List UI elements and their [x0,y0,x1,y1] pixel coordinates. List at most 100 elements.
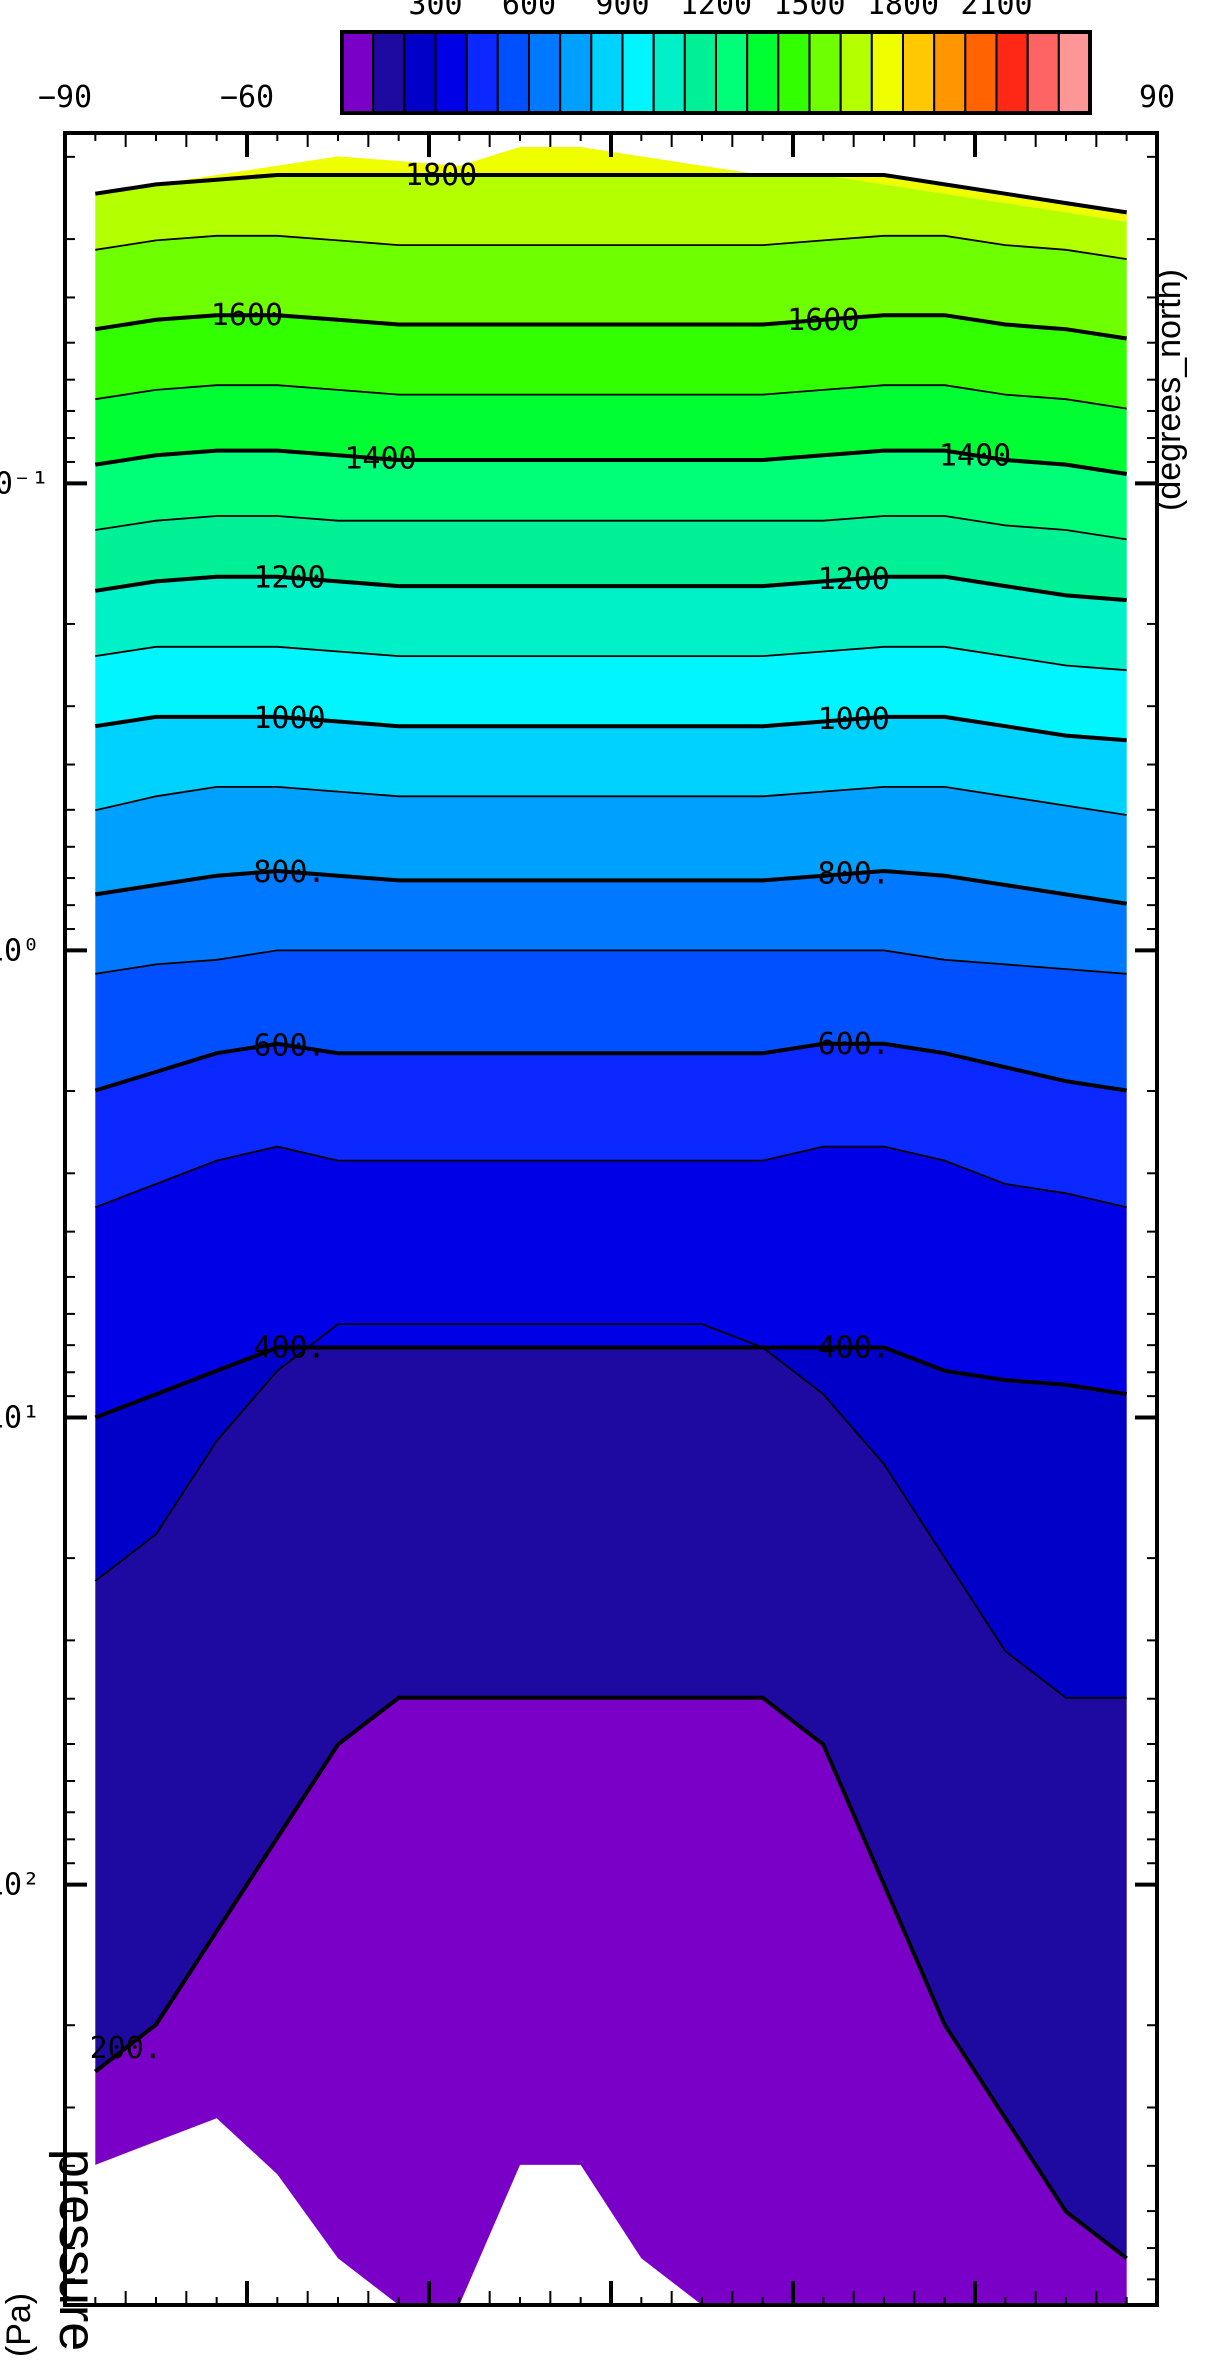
colorbar-swatch [933,31,967,114]
colorbar-swatch [1057,31,1091,114]
contour-label: 1600 [211,298,283,333]
contour-label-text: 600. [818,1027,890,1062]
pressure-tick-label: 10¹ [0,1401,40,1436]
contour-line [95,234,1127,260]
colorbar-swatch [808,31,842,114]
contour-label-text: 800. [818,856,890,891]
colorbar-swatch [870,31,904,114]
filled-band [95,950,1127,1091]
contour-line [95,786,1127,816]
contour-label-text: 1000 [818,702,890,737]
colorbar-swatch [715,31,749,114]
colorbar-tick-label: 1200 [680,0,752,22]
contour-line [95,645,1127,672]
contour-line [94,1041,1128,1093]
filled-band [95,1324,1127,2259]
colorbar: 300 600 900 1200 1500 1800 2100 [340,0,1092,115]
filled-band [95,147,1127,222]
filled-band [95,235,1127,339]
filled-band [95,516,1127,601]
contour-line [94,574,1127,603]
filled-band [95,1697,1127,2305]
contour-label-text: 1600 [787,303,859,338]
colorbar-swatch [964,31,998,114]
filled-band [95,175,1127,260]
colorbar-swatch [341,31,375,114]
contour-label-text: 400. [253,1331,325,1366]
contour-label: 400. [253,1331,325,1366]
contour-label-text: 1800 [405,158,477,193]
colorbar-frame [340,30,1092,115]
lat-tick-label: 90 [1139,80,1175,115]
contour-label: 800. [818,856,890,891]
colorbar-swatch [434,31,468,114]
colorbar-tick-label-text: 600 [502,0,556,22]
filled-band [95,1043,1127,1208]
colorbar-tick-label-text: 1800 [867,0,939,22]
lat-tick-label: −90 [38,80,92,115]
lat-tick-label-text: 90 [1139,80,1175,115]
colorbar-swatch [839,31,873,114]
colorbar-tick-label-text: 1500 [773,0,845,22]
lat-tick-label-text: −90 [38,80,92,115]
filled-band [95,385,1127,474]
pressure-tick-label: 10⁰ [0,933,40,968]
pressure-tick-label: 10² [0,1868,40,1903]
colorbar-swatch [403,31,437,114]
contour-line [95,515,1127,541]
contour-label: 1400 [939,438,1011,473]
colorbar-tick-label: 300 [408,0,462,22]
pressure-tick-label-text: 10² [0,1868,40,1903]
contour-label-text: 600. [253,1029,325,1064]
y-axis-label: pressure [48,2149,106,2351]
contour-line [95,384,1127,410]
colorbar-swatch [652,31,686,114]
colorbar-swatch [1026,31,1060,114]
contour-label: 200. [90,2031,162,2066]
contour-label: 600. [818,1027,890,1062]
contour-line [94,1695,1128,2260]
contour-line [94,173,1128,215]
colorbar-swatch [465,31,499,114]
contour-line [94,448,1128,476]
contour-line [94,868,1128,906]
contour-line [94,714,1127,743]
contour-labels: 200. 400. 600. 800. 1000 1200 1400 1600 1800 400.… [90,158,1012,2066]
colorbar-tick-label-text: 300 [408,0,462,22]
contour-line [94,1345,1128,1420]
colorbar-tick-label: 2100 [960,0,1032,22]
colorbar-tick-label: 1800 [867,0,939,22]
colorbar-tick-label-text: 900 [595,0,649,22]
pressure-tick-label-text: 10¹ [0,1401,40,1436]
colorbar-swatch [683,31,717,114]
filled-band [95,1146,1127,1418]
colorbar-tick-label-text: 1200 [680,0,752,22]
lat-tick-label-text: −60 [220,80,274,115]
colorbar-tick-label: 1500 [773,0,845,22]
contour-label-text: 1600 [211,298,283,333]
contour-label: 1400 [344,442,416,477]
contour-label: 1200 [818,562,890,597]
contour-label: 800. [253,855,325,890]
contour-label-text: 1000 [253,701,325,736]
contour-label-text: 400. [818,1331,890,1366]
x-axis-label: (degrees_north) [1150,269,1188,511]
contour-lines [94,173,1128,2260]
contour-label-text: 1200 [253,561,325,596]
pressure-tick-label: 10⁻¹ [0,466,49,501]
colorbar-swatch [590,31,624,114]
contour-label: 400. [818,1331,890,1366]
colorbar-swatch [777,31,811,114]
contour-line [95,949,1127,975]
contour-line [94,1145,1127,1209]
contour-label-text: 1200 [818,562,890,597]
y-axis-units: (Pa) [0,2293,38,2357]
colorbar-swatch [496,31,530,114]
colorbar-swatch [528,31,562,114]
filled-band [95,576,1127,671]
contour-label-text: 1400 [344,442,416,477]
colorbar-swatch [995,31,1029,114]
colorbar-tick-label: 900 [595,0,649,22]
